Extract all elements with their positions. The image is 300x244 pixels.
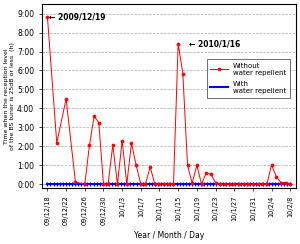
Without
water repellent [218,183,222,186]
Y-axis label: Time when the reception level
of the BS tuner is 25dB or less  (h): Time when the reception level of the BS … [4,42,15,150]
Without
water repellent [158,183,161,186]
Without
water repellent [153,183,157,186]
Without
water repellent [176,42,180,45]
Without
water repellent [162,183,166,186]
Without
water repellent [204,172,208,174]
Without
water repellent [246,183,250,186]
Without
water repellent [97,121,101,124]
With
water repellent [180,183,184,186]
Without
water repellent [74,181,77,184]
Without
water repellent [167,183,171,186]
Without
water repellent [232,183,236,186]
Without
water repellent [256,183,259,186]
Without
water repellent [242,183,245,186]
Legend: Without
water repellent, With
water repellent: Without water repellent, With water repe… [207,59,290,98]
Without
water repellent [64,97,68,100]
With
water repellent [111,183,115,186]
Without
water repellent [260,183,264,186]
Without
water repellent [134,164,138,167]
Without
water repellent [111,143,115,146]
Without
water repellent [130,142,133,144]
Without
water repellent [144,183,147,186]
Without
water repellent [106,183,110,186]
Without
water repellent [223,183,227,186]
Without
water repellent [251,183,255,186]
Without
water repellent [214,181,217,184]
With
water repellent [288,183,292,186]
Without
water repellent [200,183,203,186]
Without
water repellent [209,173,213,175]
Without
water repellent [274,175,278,178]
Without
water repellent [92,115,96,118]
Without
water repellent [83,183,87,186]
Without
water repellent [120,139,124,142]
Without
water repellent [228,183,231,186]
Without
water repellent [181,72,184,75]
Without
water repellent [172,183,175,186]
Without
water repellent [284,181,287,184]
With
water repellent [237,183,241,186]
Without
water repellent [279,181,283,184]
Without
water repellent [116,183,119,186]
Without
water repellent [265,183,269,186]
Text: ← 2010/1/16: ← 2010/1/16 [189,39,241,48]
Without
water repellent [125,183,129,186]
Line: Without
water repellent: Without water repellent [46,15,292,186]
Text: ← 2009/12/19: ← 2009/12/19 [49,12,106,21]
Without
water repellent [190,182,194,185]
Without
water repellent [270,163,273,166]
Without
water repellent [139,183,142,186]
Without
water repellent [288,183,292,186]
Without
water repellent [46,15,49,18]
Without
water repellent [186,164,189,167]
Without
water repellent [195,164,199,167]
With
water repellent [280,183,284,186]
Without
water repellent [148,165,152,168]
Without
water repellent [55,142,58,144]
Without
water repellent [88,144,91,147]
Without
water repellent [102,183,105,186]
With
water repellent [213,183,217,186]
With
water repellent [46,183,49,186]
X-axis label: Year / Month / Day: Year / Month / Day [134,231,204,240]
With
water repellent [97,183,100,186]
Without
water repellent [237,183,241,186]
